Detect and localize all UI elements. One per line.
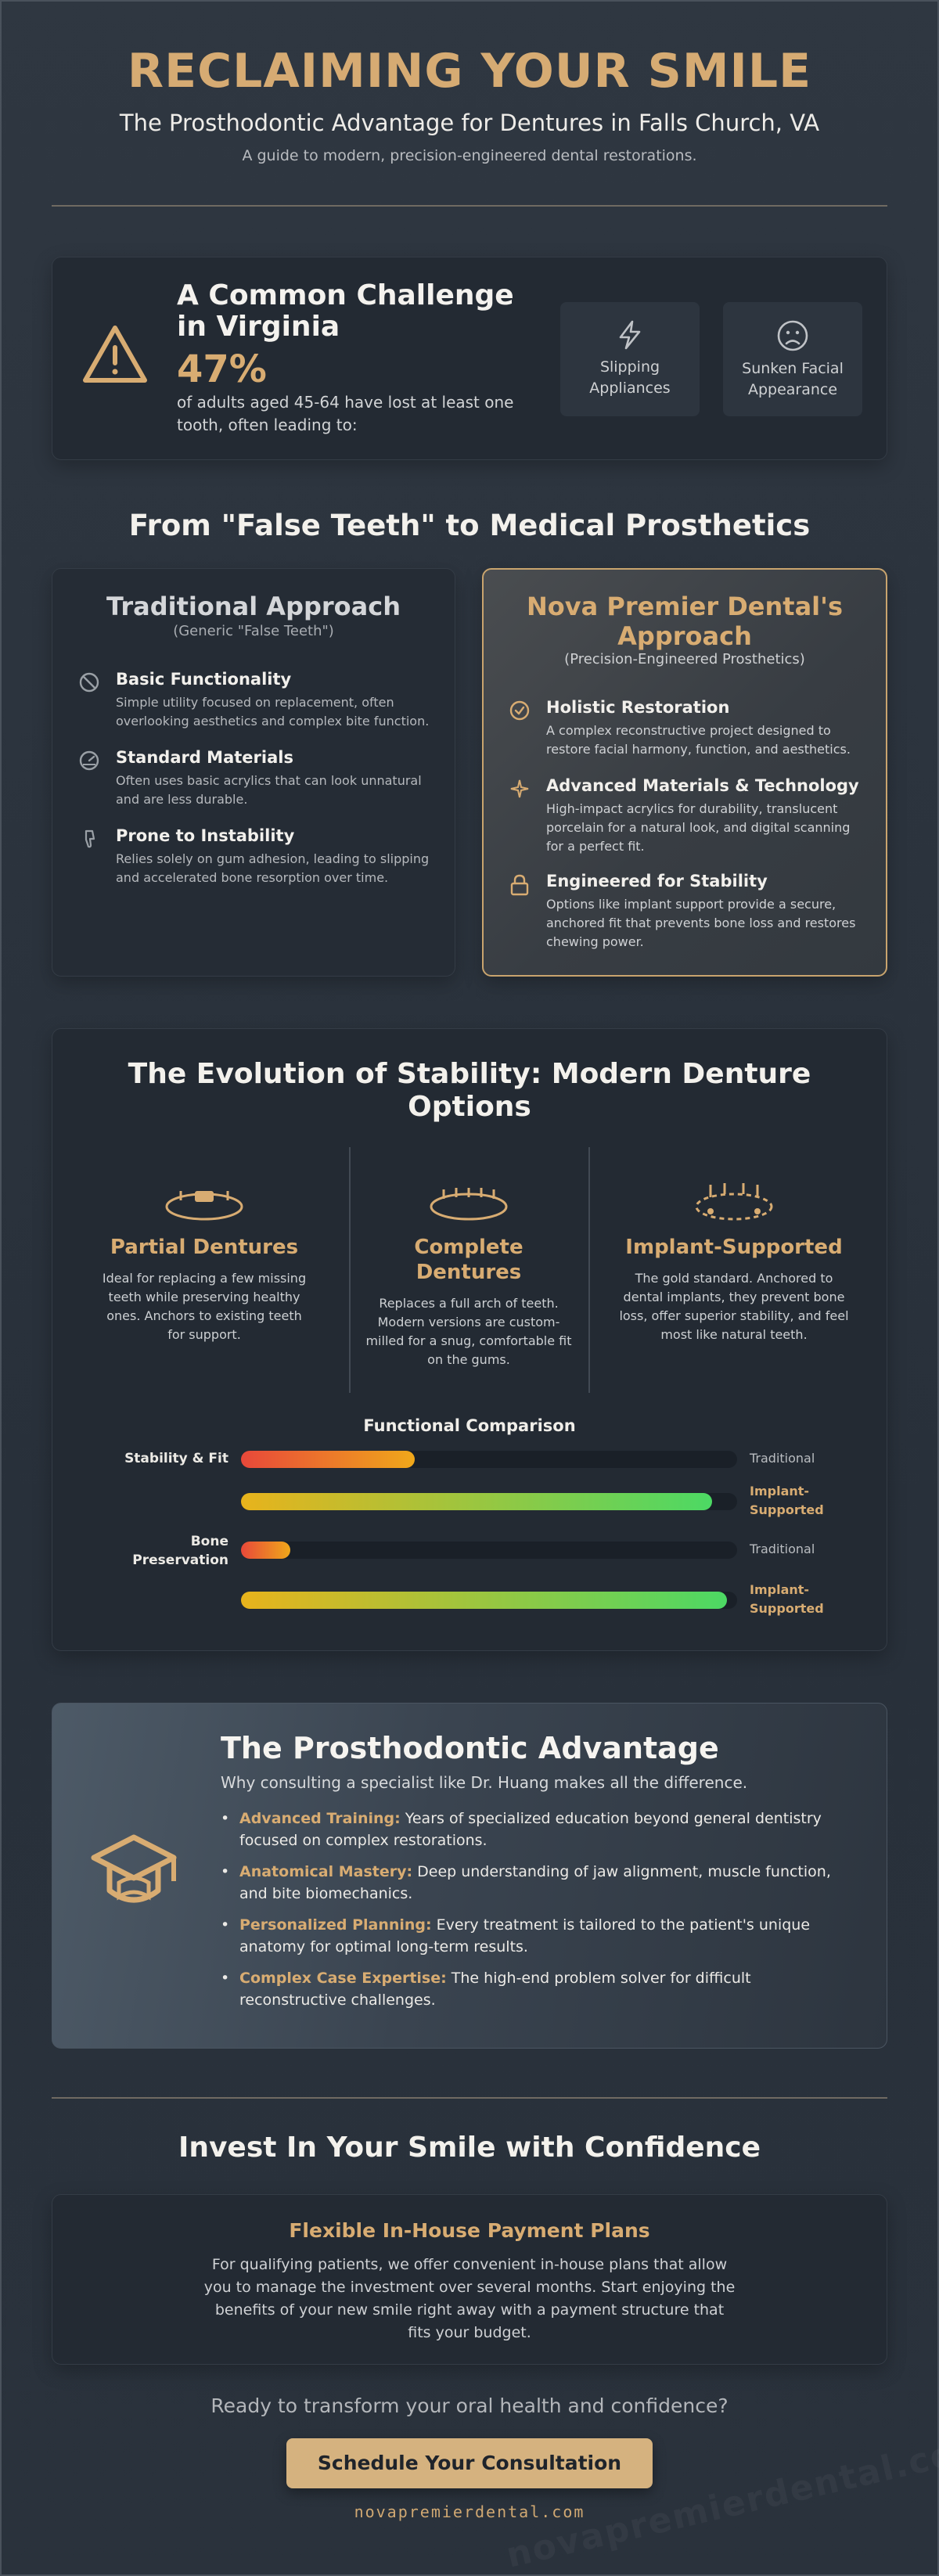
bar-stability-traditional	[241, 1451, 415, 1468]
comparison-heading: From "False Teeth" to Medical Prosthetic…	[128, 509, 811, 542]
item-text: A complex reconstructive project designe…	[546, 723, 851, 757]
point-key: Advanced Training:	[239, 1810, 401, 1827]
option-text: Replaces a full arch of teeth. Modern ve…	[365, 1296, 572, 1367]
advantage-point: Anatomical Mastery: Deep understanding o…	[221, 1861, 858, 1905]
page-subtitle: The Prosthodontic Advantage for Dentures…	[119, 110, 820, 136]
option-partial: Partial Dentures Ideal for replacing a f…	[99, 1180, 310, 1344]
challenge-stat: 47%	[177, 347, 267, 391]
bar-track	[241, 1451, 737, 1468]
bar-stability-implant	[241, 1493, 713, 1510]
cta-question: Ready to transform your oral health and …	[210, 2394, 729, 2417]
item-text: Options like implant support provide a s…	[546, 897, 856, 949]
gauge-icon	[79, 750, 99, 771]
lightning-icon	[619, 320, 641, 350]
bar-track	[241, 1592, 737, 1609]
point-text: The high-end problem solver for difficul…	[239, 1970, 751, 2009]
payment-card	[52, 2194, 887, 2365]
point-text: Years of specialized education beyond ge…	[239, 1810, 822, 1849]
bar-track	[241, 1493, 737, 1510]
advantage-point: Personalized Planning: Every treatment i…	[221, 1914, 858, 1958]
item-text: High-impact acrylics for durability, tra…	[546, 801, 851, 854]
partial-denture-icon	[165, 1191, 243, 1221]
item-title: Engineered for Stability	[546, 872, 768, 890]
item-title: Holistic Restoration	[546, 698, 730, 717]
effect-label: Sunken Facial Appearance	[742, 360, 844, 398]
advantage-list: Advanced Training: Years of specialized …	[221, 1808, 858, 2020]
point-text: Deep understanding of jaw alignment, mus…	[239, 1863, 831, 1902]
bar-track	[241, 1542, 737, 1559]
complete-denture-icon	[430, 1188, 508, 1221]
effect-card-slipping: Slipping Appliances	[560, 302, 700, 416]
point-key: Anatomical Mastery:	[239, 1863, 413, 1880]
item-text: Relies solely on gum adhesion, leading t…	[116, 851, 430, 885]
option-complete: Complete Dentures Replaces a full arch o…	[363, 1180, 574, 1369]
advantage-point: Complex Case Expertise: The high-end pro…	[221, 1967, 858, 2011]
option-text: Ideal for replacing a few missing teeth …	[102, 1271, 307, 1342]
effect-label: Slipping Appliances	[589, 358, 671, 397]
lock-icon	[510, 874, 529, 896]
traditional-subtitle: (Generic "False Teeth")	[173, 623, 334, 639]
item-title: Basic Functionality	[116, 670, 292, 689]
option-implant: Implant-Supported The gold standard. Anc…	[617, 1180, 851, 1344]
invest-heading: Invest In Your Smile with Confidence	[178, 2132, 761, 2164]
category-label-bone: Bone Preservation	[132, 1534, 228, 1568]
point-key: Personalized Planning:	[239, 1916, 432, 1934]
item-title: Prone to Instability	[116, 826, 295, 845]
page-title: RECLAIMING YOUR SMILE	[127, 44, 812, 99]
website-link[interactable]: novapremierdental.com	[354, 2502, 585, 2521]
sad-face-icon	[777, 320, 808, 351]
series-label-implant: Implant-Supported	[750, 1582, 824, 1616]
traditional-title: Traditional Approach	[106, 592, 401, 621]
item-text: Simple utility focused on replacement, o…	[116, 695, 430, 729]
option-name: Complete Dentures	[414, 1236, 523, 1284]
evolution-heading: The Evolution of Stability: Modern Dentu…	[128, 1058, 811, 1123]
advantage-subtitle: Why consulting a specialist like Dr. Hua…	[221, 1773, 748, 1792]
thumbs-down-icon	[85, 829, 95, 848]
point-text: Every treatment is tailored to the patie…	[239, 1916, 811, 1955]
chart-title: Functional Comparison	[363, 1416, 576, 1435]
schedule-consultation-button[interactable]: Schedule Your Consultation	[286, 2438, 653, 2488]
warning-triangle-icon	[83, 326, 147, 383]
category-label-stability: Stability & Fit	[124, 1451, 228, 1466]
graduation-cap-icon	[91, 1834, 177, 1903]
check-circle-icon	[509, 700, 530, 721]
column-divider	[588, 1147, 590, 1393]
payment-text: For qualifying patients, we offer conven…	[203, 2256, 736, 2341]
traditional-card	[52, 568, 455, 977]
divider	[52, 2097, 887, 2099]
point-key: Complex Case Expertise:	[239, 1970, 447, 1987]
advantage-point: Advanced Training: Years of specialized …	[221, 1808, 858, 1851]
column-divider	[349, 1147, 351, 1393]
challenge-description: of adults aged 45-64 have lost at least …	[177, 393, 514, 434]
series-label-traditional: Traditional	[750, 1451, 815, 1466]
premier-subtitle: (Precision-Engineered Prosthetics)	[564, 651, 805, 667]
sparkle-icon	[510, 779, 529, 798]
bar-bone-traditional	[241, 1542, 291, 1559]
item-title: Advanced Materials & Technology	[546, 776, 859, 795]
divider	[52, 205, 887, 207]
page-tagline: A guide to modern, precision-engineered …	[242, 147, 697, 164]
effect-card-sunken: Sunken Facial Appearance	[723, 302, 862, 416]
series-label-traditional: Traditional	[750, 1542, 815, 1556]
series-label-implant: Implant-Supported	[750, 1484, 824, 1517]
item-title: Standard Materials	[116, 748, 293, 767]
implant-denture-icon	[695, 1183, 773, 1221]
option-name: Partial Dentures	[110, 1236, 299, 1259]
option-text: The gold standard. Anchored to dental im…	[619, 1271, 849, 1342]
ban-icon	[79, 672, 99, 693]
option-name: Implant-Supported	[625, 1236, 843, 1259]
challenge-title: A Common Challenge in Virginia	[177, 279, 514, 343]
item-text: Often uses basic acrylics that can look …	[116, 773, 422, 807]
premier-title: Nova Premier Dental's Approach	[527, 592, 843, 651]
payment-title: Flexible In-House Payment Plans	[289, 2219, 650, 2242]
premier-card	[482, 568, 887, 977]
bar-bone-implant	[241, 1592, 728, 1609]
advantage-title: The Prosthodontic Advantage	[221, 1731, 719, 1765]
